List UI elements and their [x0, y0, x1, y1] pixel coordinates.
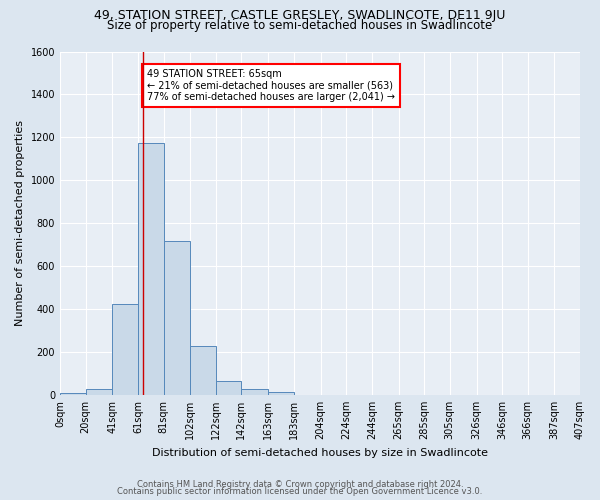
Text: 49, STATION STREET, CASTLE GRESLEY, SWADLINCOTE, DE11 9JU: 49, STATION STREET, CASTLE GRESLEY, SWAD…	[94, 9, 506, 22]
Text: Contains HM Land Registry data © Crown copyright and database right 2024.: Contains HM Land Registry data © Crown c…	[137, 480, 463, 489]
Bar	[60, 393, 86, 395]
Text: Contains public sector information licensed under the Open Government Licence v3: Contains public sector information licen…	[118, 487, 482, 496]
Text: 49 STATION STREET: 65sqm
← 21% of semi-detached houses are smaller (563)
77% of : 49 STATION STREET: 65sqm ← 21% of semi-d…	[147, 68, 395, 102]
Bar	[241, 389, 268, 395]
Text: Size of property relative to semi-detached houses in Swadlincote: Size of property relative to semi-detach…	[107, 19, 493, 32]
Bar	[86, 389, 112, 395]
Bar	[190, 346, 216, 395]
Bar	[164, 242, 190, 395]
Bar	[216, 381, 241, 395]
Bar	[138, 142, 164, 395]
Y-axis label: Number of semi-detached properties: Number of semi-detached properties	[15, 120, 25, 326]
Bar	[112, 304, 138, 395]
X-axis label: Distribution of semi-detached houses by size in Swadlincote: Distribution of semi-detached houses by …	[152, 448, 488, 458]
Bar	[268, 392, 294, 395]
